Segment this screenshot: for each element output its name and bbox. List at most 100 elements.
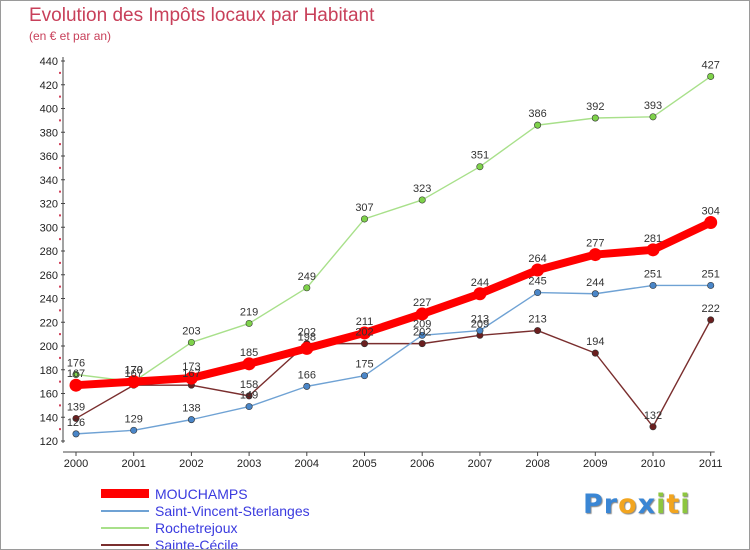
y-tick-label: 440 — [40, 56, 58, 68]
data-label: 251 — [644, 268, 662, 280]
data-point — [300, 341, 314, 355]
data-label: 167 — [182, 368, 200, 380]
data-label: 176 — [67, 358, 85, 370]
data-label: 203 — [182, 325, 200, 337]
data-label: 170 — [125, 365, 143, 377]
y-minor-tick — [59, 333, 61, 336]
y-tick-label: 280 — [40, 246, 58, 258]
x-tick-label: 2010 — [641, 458, 665, 470]
y-minor-tick — [59, 380, 61, 383]
data-point — [242, 357, 256, 371]
data-label: 427 — [702, 59, 720, 71]
data-label: 323 — [413, 183, 431, 195]
legend-label: MOUCHAMPS — [155, 485, 248, 502]
legend-label: Saint-Vincent-Sterlanges — [155, 502, 310, 519]
data-label: 170 — [125, 365, 143, 377]
data-label: 132 — [644, 410, 662, 422]
data-label: 277 — [586, 238, 604, 250]
data-point — [704, 216, 718, 229]
y-tick-label: 180 — [40, 365, 58, 377]
data-point — [360, 215, 368, 223]
y-tick-label: 400 — [40, 104, 58, 116]
data-point — [534, 327, 542, 335]
data-label: 386 — [528, 108, 546, 120]
logo-letter: i — [656, 489, 667, 520]
logo-letter: i — [680, 489, 691, 520]
data-label: 281 — [644, 233, 662, 245]
data-label: 244 — [471, 277, 489, 289]
data-point — [72, 430, 80, 438]
data-label: 139 — [67, 401, 85, 413]
data-point — [707, 316, 715, 324]
proxiti-logo: Proxiti — [583, 489, 691, 520]
x-tick-label: 2009 — [583, 458, 607, 470]
data-label: 209 — [413, 318, 431, 330]
y-minor-tick — [59, 261, 61, 264]
data-point — [415, 307, 429, 321]
legend-swatch — [101, 509, 149, 512]
data-label: 392 — [586, 101, 604, 113]
y-tick-label: 120 — [40, 436, 58, 448]
series-line-mouchamps — [72, 218, 715, 390]
legend-label: Sainte-Cécile — [155, 536, 239, 550]
data-label: 213 — [471, 314, 489, 326]
data-point — [303, 382, 311, 390]
data-point — [591, 290, 599, 298]
data-label: 244 — [586, 277, 604, 289]
data-point — [360, 372, 368, 380]
data-point — [649, 423, 657, 431]
data-point — [245, 392, 253, 400]
x-tick-label: 2011 — [699, 458, 723, 470]
data-label: 211 — [356, 316, 374, 328]
data-label: 249 — [298, 271, 316, 283]
data-point — [130, 426, 138, 434]
data-point — [303, 284, 311, 292]
data-point — [707, 72, 715, 80]
x-tick-label: 2001 — [121, 458, 145, 470]
x-tick-label: 2005 — [352, 458, 376, 470]
data-point — [473, 287, 487, 301]
series-line-rochetrejoux — [75, 75, 712, 383]
data-point — [184, 371, 198, 385]
y-tick-label: 360 — [40, 151, 58, 163]
x-tick-label: 2003 — [237, 458, 261, 470]
y-minor-tick — [59, 404, 61, 407]
data-point — [418, 340, 426, 348]
data-label: 198 — [298, 331, 316, 343]
y-minor-tick — [59, 119, 61, 122]
chart-subtitle: (en € et par an) — [29, 29, 112, 43]
data-label: 167 — [67, 368, 85, 380]
series-line-sainte-c-cile — [75, 319, 712, 428]
data-label: 194 — [586, 336, 604, 348]
legend-item: Saint-Vincent-Sterlanges — [101, 502, 310, 519]
data-point — [360, 340, 368, 348]
data-label: 175 — [355, 359, 373, 371]
data-label: 245 — [528, 276, 546, 288]
legend-item: MOUCHAMPS — [101, 485, 310, 502]
y-tick-label: 300 — [40, 222, 58, 234]
data-label: 393 — [644, 100, 662, 112]
data-point — [534, 121, 542, 129]
data-label: 264 — [528, 253, 546, 265]
y-minor-tick — [59, 166, 61, 169]
y-tick-label: 260 — [40, 270, 58, 282]
y-minor-tick — [59, 285, 61, 288]
y-minor-tick — [59, 428, 61, 431]
y-minor-tick — [59, 95, 61, 98]
data-point — [591, 114, 599, 122]
data-point — [358, 326, 371, 340]
logo-letter: P — [583, 489, 604, 520]
y-tick-label: 320 — [40, 199, 58, 211]
y-tick-label: 380 — [40, 127, 58, 139]
data-label: 185 — [240, 347, 258, 359]
y-tick-label: 220 — [40, 317, 58, 329]
data-point — [72, 414, 80, 422]
y-minor-tick — [59, 71, 61, 74]
data-label: 202 — [298, 327, 316, 339]
data-point — [588, 248, 602, 262]
y-minor-tick — [59, 190, 61, 193]
x-tick-label: 2006 — [410, 458, 434, 470]
data-point — [646, 243, 660, 257]
